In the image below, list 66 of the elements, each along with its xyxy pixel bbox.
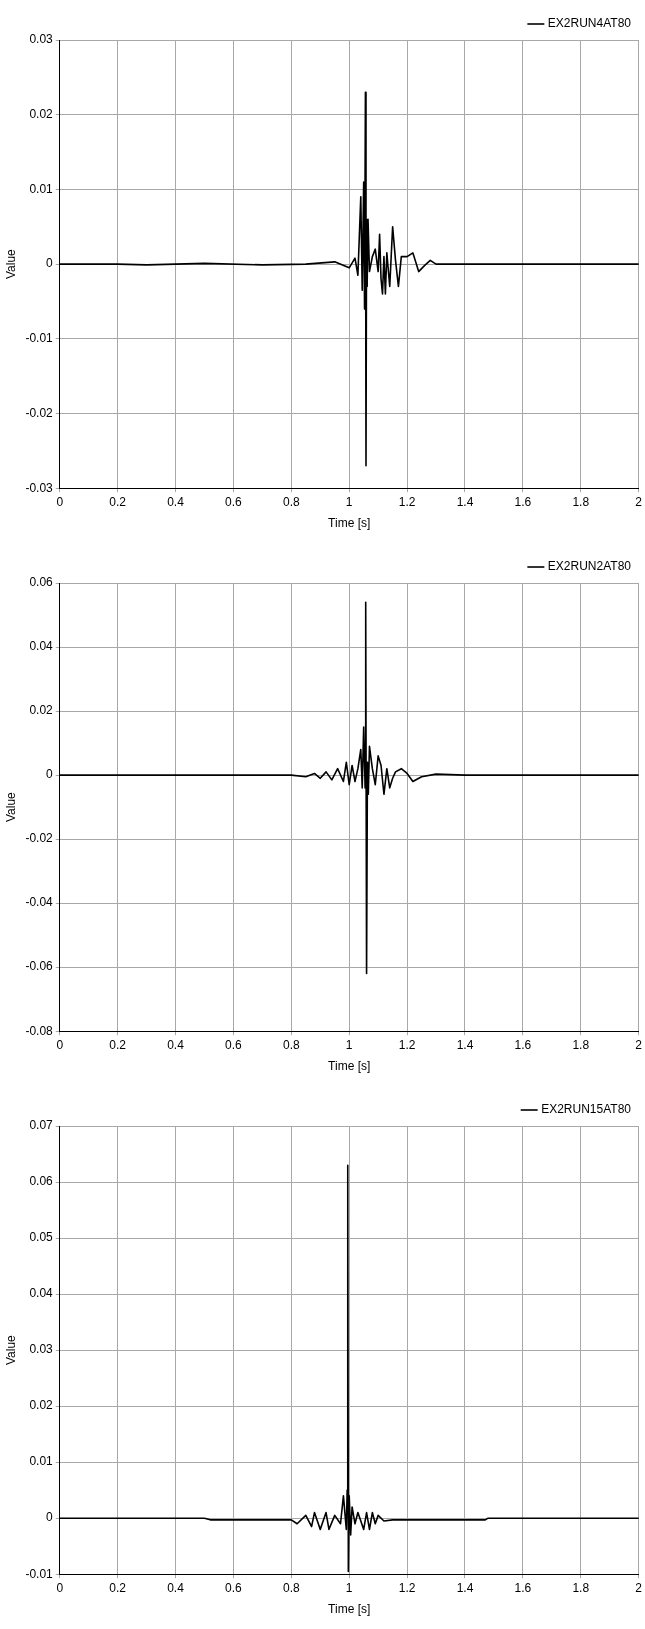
x-tick-label: 0.6 [225, 1580, 243, 1595]
y-tick-label: 0.01 [29, 181, 54, 196]
x-tick-label: 2 [635, 1580, 643, 1595]
x-tick-label: 1.2 [398, 494, 416, 509]
x-tick-label: 0.2 [109, 494, 127, 509]
y-axis-title: Value [3, 1334, 18, 1366]
y-axis-title: Value [3, 248, 18, 280]
y-tick-label: 0.02 [29, 1398, 54, 1413]
x-tick-label: 1.4 [456, 1037, 474, 1052]
x-tick-label: 1.6 [514, 1580, 532, 1595]
x-tick-label: 1.6 [514, 494, 532, 509]
x-tick-label: 0 [56, 494, 64, 509]
x-tick-label: 1.8 [572, 494, 590, 509]
y-tick-label: 0 [46, 256, 54, 271]
legend-label: EX2RUN2AT80 [547, 559, 632, 574]
x-tick-label: 1 [345, 1580, 353, 1595]
y-tick-label: 0.05 [29, 1230, 54, 1245]
x-tick-label: 2 [635, 1037, 643, 1052]
x-tick-label: 0 [56, 1037, 64, 1052]
y-tick-label: -0.03 [25, 480, 54, 495]
y-tick-label: 0.04 [29, 639, 54, 654]
x-axis-title: Time [s] [328, 516, 371, 531]
x-tick-label: 0.2 [109, 1037, 127, 1052]
x-tick-label: 0.2 [109, 1580, 127, 1595]
y-tick-label: -0.01 [25, 331, 54, 346]
y-tick-label: 0.03 [29, 1342, 54, 1357]
x-tick-label: 1 [345, 1037, 353, 1052]
y-tick-label: -0.02 [25, 831, 54, 846]
y-tick-label: 0.06 [29, 1174, 54, 1189]
y-tick-label: 0.03 [29, 32, 54, 47]
x-tick-label: 0.4 [167, 494, 185, 509]
x-tick-label: 0.6 [225, 1037, 243, 1052]
x-tick-label: 1.8 [572, 1580, 590, 1595]
x-tick-label: 0.8 [282, 1580, 300, 1595]
x-tick-label: 0.4 [167, 1580, 185, 1595]
y-tick-label: -0.02 [25, 405, 54, 420]
y-tick-label: -0.01 [25, 1566, 54, 1581]
y-tick-label: -0.06 [25, 959, 54, 974]
x-tick-label: 0.6 [225, 494, 243, 509]
x-tick-label: 0.8 [282, 494, 300, 509]
x-tick-label: 0.8 [282, 1037, 300, 1052]
x-tick-label: 2 [635, 494, 643, 509]
y-tick-label: 0.02 [29, 107, 54, 122]
x-tick-label: 1.4 [456, 494, 474, 509]
x-tick-label: 0 [56, 1580, 64, 1595]
x-tick-label: 1.8 [572, 1037, 590, 1052]
y-axis-title: Value [3, 791, 18, 823]
legend-label: EX2RUN4AT80 [547, 16, 632, 31]
x-axis-title: Time [s] [328, 1059, 371, 1074]
x-tick-label: 1.2 [398, 1037, 416, 1052]
x-tick-label: 1 [345, 494, 353, 509]
x-tick-label: 1.2 [398, 1580, 416, 1595]
x-axis-title: Time [s] [328, 1602, 371, 1617]
x-tick-label: 1.4 [456, 1580, 474, 1595]
x-tick-label: 0.4 [167, 1037, 185, 1052]
x-tick-label: 1.6 [514, 1037, 532, 1052]
y-tick-label: 0 [46, 1510, 54, 1525]
y-tick-label: -0.08 [25, 1023, 54, 1038]
y-tick-label: -0.04 [25, 895, 54, 910]
y-tick-label: 0.02 [29, 703, 54, 718]
y-tick-label: 0.04 [29, 1286, 54, 1301]
y-tick-label: 0.06 [29, 575, 54, 590]
y-tick-label: 0 [46, 767, 54, 782]
legend-label: EX2RUN15AT80 [541, 1102, 632, 1117]
y-tick-label: 0.07 [29, 1118, 54, 1133]
y-tick-label: 0.01 [29, 1454, 54, 1469]
